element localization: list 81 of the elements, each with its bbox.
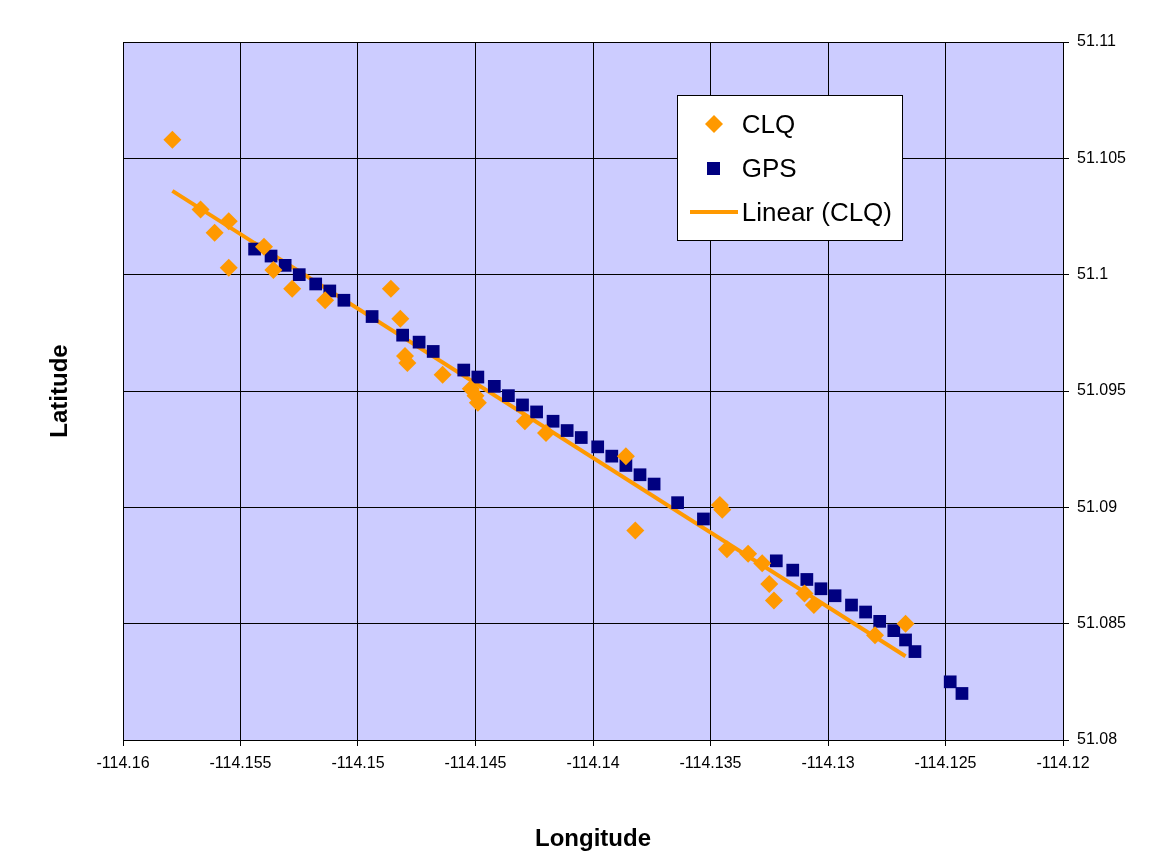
point <box>292 268 306 282</box>
y-tick-label: 51.105 <box>1077 148 1127 166</box>
point <box>800 573 814 586</box>
point <box>471 370 485 384</box>
x-tick-label: -114.135 <box>679 754 742 772</box>
point <box>671 496 684 510</box>
point <box>163 130 182 149</box>
point <box>309 277 323 291</box>
point <box>412 335 426 349</box>
point <box>616 447 635 466</box>
point <box>899 633 912 647</box>
point <box>828 589 842 603</box>
point <box>574 431 588 444</box>
point <box>887 624 901 638</box>
point <box>804 596 823 615</box>
x-tick-label: -114.14 <box>566 754 620 772</box>
point <box>278 259 292 272</box>
point <box>866 626 884 645</box>
point <box>283 279 302 298</box>
point <box>219 212 238 231</box>
y-tick-label: 51.085 <box>1077 614 1127 632</box>
y-tick-label: 51.08 <box>1077 730 1118 748</box>
point <box>591 440 605 454</box>
point <box>845 598 858 612</box>
point <box>316 291 335 310</box>
point <box>739 544 758 563</box>
point <box>873 614 887 628</box>
point <box>896 614 915 633</box>
legend-label: GPS <box>741 152 797 185</box>
point <box>487 379 501 393</box>
point <box>433 365 452 384</box>
point <box>264 261 283 280</box>
point <box>908 645 922 658</box>
point <box>786 563 800 577</box>
point <box>457 363 471 377</box>
point <box>255 237 273 256</box>
point <box>205 223 224 242</box>
point <box>219 258 238 277</box>
x-tick-label: -114.13 <box>801 754 855 772</box>
x-tick-label: -114.145 <box>444 754 507 772</box>
x-tick-label: -114.12 <box>1036 754 1090 772</box>
point <box>605 449 619 463</box>
y-tick-label: 51.09 <box>1077 497 1118 515</box>
x-tick-label: -114.155 <box>209 754 272 772</box>
x-tick-label: -114.15 <box>331 754 385 772</box>
point <box>516 398 529 412</box>
point <box>502 389 515 403</box>
point <box>191 200 210 219</box>
point <box>515 412 534 431</box>
point <box>753 554 772 573</box>
point <box>943 675 957 689</box>
point <box>365 310 379 323</box>
x-tick-label: -114.125 <box>914 754 977 772</box>
point <box>769 554 783 568</box>
point <box>530 405 543 419</box>
point <box>546 414 560 428</box>
x-axis-title: Longitude <box>535 824 651 852</box>
point <box>814 582 828 596</box>
point <box>633 468 647 482</box>
legend-label: Linear (CLQ) <box>741 196 892 229</box>
y-tick-label: 51.095 <box>1077 381 1127 399</box>
y-tick-label: 51.11 <box>1077 32 1116 50</box>
point <box>391 309 410 328</box>
point <box>764 591 783 610</box>
point <box>537 423 555 442</box>
point <box>717 540 736 559</box>
point <box>396 328 410 342</box>
point <box>760 575 779 594</box>
y-axis-title: Latitude <box>44 344 72 438</box>
point <box>626 521 645 540</box>
point <box>426 345 440 358</box>
legend-label: CLQ <box>741 108 796 141</box>
point <box>697 512 710 526</box>
x-tick-label: -114.16 <box>96 754 150 772</box>
point <box>955 687 969 700</box>
point <box>560 424 574 437</box>
point <box>381 279 400 298</box>
point <box>795 584 814 603</box>
point <box>859 605 872 619</box>
y-tick-label: 51.1 <box>1077 265 1109 283</box>
point <box>337 293 351 307</box>
